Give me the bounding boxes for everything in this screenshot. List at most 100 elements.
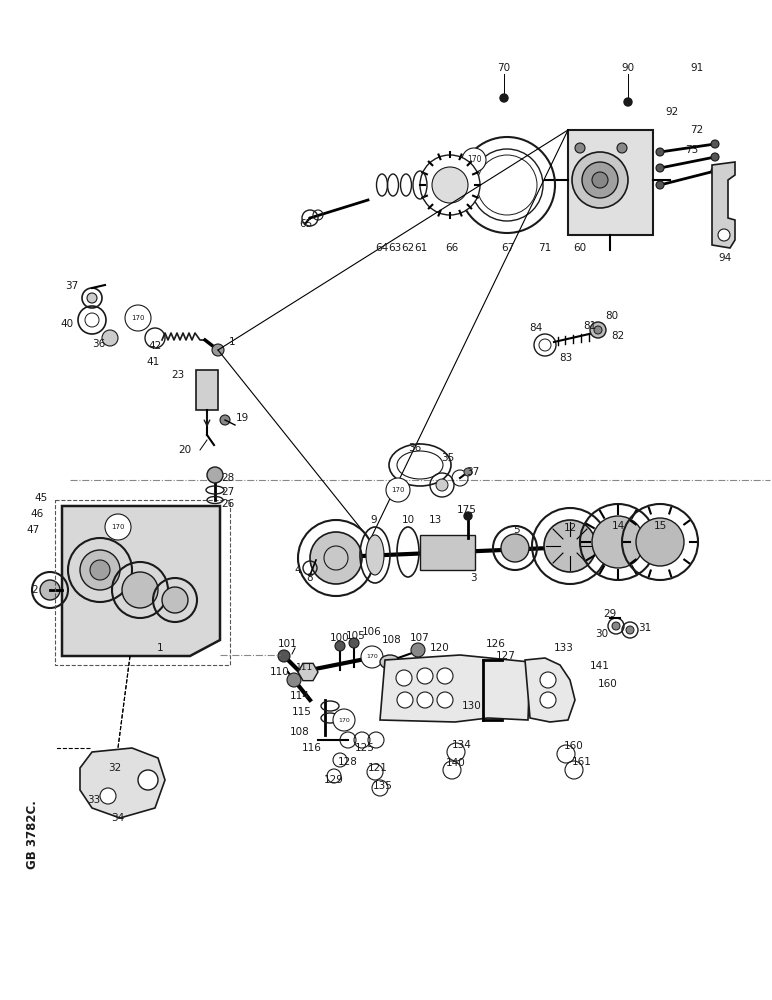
Text: 60: 60 [574,243,587,253]
Text: 175: 175 [457,505,477,515]
Circle shape [656,164,664,172]
Text: 101: 101 [278,639,298,649]
Text: 83: 83 [560,353,573,363]
Text: 100: 100 [330,633,350,643]
Circle shape [396,670,412,686]
Text: 129: 129 [324,775,344,785]
Circle shape [122,572,158,608]
Text: 32: 32 [108,763,122,773]
Circle shape [437,692,453,708]
Circle shape [80,550,120,590]
Text: 36: 36 [408,443,422,453]
Text: 80: 80 [605,311,618,321]
Text: GB 3782C.: GB 3782C. [26,801,39,869]
Text: 141: 141 [590,661,610,671]
Text: 4: 4 [295,565,301,575]
Text: 2: 2 [32,585,38,595]
Text: 26: 26 [222,499,235,509]
Circle shape [540,692,556,708]
Text: 125: 125 [355,743,375,753]
Text: 34: 34 [111,813,124,823]
Text: 35: 35 [442,453,455,463]
Text: 42: 42 [149,341,162,351]
Circle shape [636,518,684,566]
Circle shape [162,587,188,613]
Text: 116: 116 [302,743,322,753]
Text: 115: 115 [292,707,312,717]
Circle shape [361,646,383,668]
Polygon shape [298,663,318,681]
Text: 12: 12 [564,523,577,533]
Text: 140: 140 [446,758,466,768]
Circle shape [582,162,618,198]
Circle shape [540,672,556,688]
Circle shape [397,692,413,708]
Bar [55,500,230,665]
Text: 13: 13 [428,515,442,525]
Text: 5: 5 [513,525,520,535]
Text: 70: 70 [497,63,510,73]
Circle shape [417,668,433,684]
Text: 170: 170 [391,487,405,493]
Circle shape [105,514,131,540]
Text: 64: 64 [375,243,388,253]
Circle shape [310,532,362,584]
Circle shape [102,330,118,346]
Circle shape [592,516,644,568]
Text: 108: 108 [290,727,310,737]
Text: 61: 61 [415,243,428,253]
Circle shape [417,692,433,708]
Circle shape [287,673,301,687]
Circle shape [335,641,345,651]
Text: 107: 107 [410,633,430,643]
Bar [420,535,475,570]
Text: 73: 73 [686,145,699,155]
Text: 62: 62 [401,243,415,253]
Polygon shape [62,506,220,656]
Circle shape [437,668,453,684]
Circle shape [575,143,585,153]
Text: 63: 63 [388,243,401,253]
Text: 121: 121 [368,763,388,773]
Text: 92: 92 [665,107,679,117]
Circle shape [572,152,628,208]
Text: 15: 15 [653,521,667,531]
Bar [196,370,218,410]
Circle shape [656,181,664,189]
Text: 105: 105 [346,631,366,641]
Text: 10: 10 [401,515,415,525]
Text: 65: 65 [299,219,312,229]
Text: 170: 170 [366,654,378,660]
Circle shape [386,478,410,502]
Ellipse shape [380,655,400,669]
Bar [568,130,653,235]
Circle shape [212,344,224,356]
Text: 1: 1 [229,337,235,347]
Text: 94: 94 [719,253,732,263]
Circle shape [592,172,608,188]
Circle shape [432,167,468,203]
Text: 133: 133 [554,643,574,653]
Text: 108: 108 [382,635,402,645]
Text: 84: 84 [530,323,543,333]
Circle shape [617,143,627,153]
Text: 81: 81 [584,321,597,331]
Polygon shape [380,655,530,722]
Circle shape [544,520,596,572]
Circle shape [464,512,472,520]
Text: 1: 1 [157,643,164,653]
Circle shape [594,326,602,334]
Circle shape [711,167,719,175]
Ellipse shape [366,535,384,575]
Text: 90: 90 [621,63,635,73]
Text: 128: 128 [338,757,358,767]
Text: 41: 41 [147,357,160,367]
Text: 170: 170 [131,315,145,321]
Text: 14: 14 [611,521,625,531]
Circle shape [333,709,355,731]
Text: 111: 111 [296,664,313,672]
Text: 36: 36 [92,339,105,349]
Circle shape [420,155,480,215]
Text: 33: 33 [87,795,100,805]
Circle shape [207,467,223,483]
